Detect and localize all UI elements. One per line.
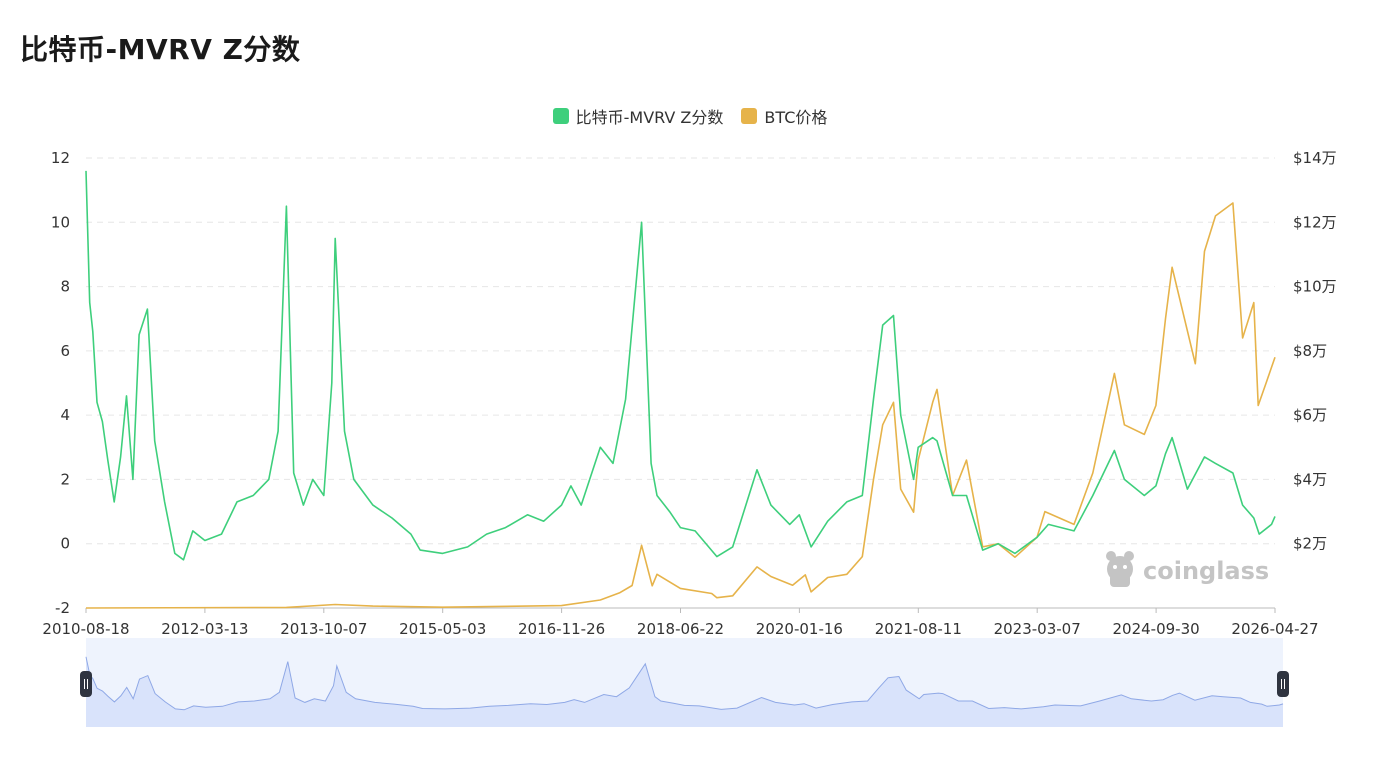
x-tick-label: 2020-01-16 <box>756 620 843 638</box>
x-axis: 2010-08-18 2012-03-13 2013-10-07 2015-05-03… <box>42 607 1319 638</box>
y-right-tick-label: $10万 <box>1293 278 1337 296</box>
x-tick-label: 2023-03-07 <box>994 620 1081 638</box>
y-left-tick-label: -2 <box>55 599 70 617</box>
legend-item-z-score[interactable]: 比特币-MVRV Z分数 <box>552 104 724 128</box>
legend-label-btc-price: BTC价格 <box>764 108 828 127</box>
y-left-tick-label: 4 <box>60 406 70 424</box>
x-tick-label: 2024-09-30 <box>1113 620 1200 638</box>
z-score-series <box>85 170 1276 561</box>
x-tick-label: 2013-10-07 <box>280 620 367 638</box>
y-axis-left: -2 0 2 4 6 8 10 12 <box>51 149 70 617</box>
x-tick-label: 2010-08-18 <box>42 620 129 638</box>
page-title: 比特币-MVRV Z分数 <box>20 33 301 66</box>
time-navigator[interactable] <box>80 638 1289 727</box>
chart-legend: 比特币-MVRV Z分数 BTC价格 <box>0 104 1380 128</box>
navigator-line <box>85 656 1284 711</box>
y-right-tick-label: $6万 <box>1293 406 1327 424</box>
x-tick-label: 2016-11-26 <box>518 620 605 638</box>
y-right-tick-label: $2万 <box>1293 535 1327 553</box>
navigator-handle-right[interactable] <box>1277 671 1289 697</box>
z-score-line <box>85 170 1276 561</box>
x-tick-label: 2012-03-13 <box>161 620 248 638</box>
legend-item-btc-price[interactable]: BTC价格 <box>741 104 827 128</box>
y-right-tick-label: $8万 <box>1293 342 1327 360</box>
x-tick-label: 2015-05-03 <box>399 620 486 638</box>
handle-grip-icon <box>1277 671 1289 697</box>
x-tick-label: 2018-06-22 <box>637 620 724 638</box>
handle-grip-icon <box>80 671 92 697</box>
y-left-tick-label: 12 <box>51 149 70 167</box>
legend-swatch-btc-price <box>741 108 758 124</box>
navigator-area <box>86 656 1283 727</box>
navigator-handle-left[interactable] <box>80 671 92 697</box>
y-left-tick-label: 2 <box>60 470 70 488</box>
x-tick-label: 2021-08-11 <box>875 620 962 638</box>
y-left-tick-label: 0 <box>60 535 70 553</box>
coinglass-logo-icon <box>1106 551 1134 587</box>
y-axis-right: $2万 $4万 $6万 $8万 $10万 $12万 $14万 <box>1293 149 1337 553</box>
coinglass-watermark: coinglass <box>1106 551 1269 587</box>
y-right-tick-label: $14万 <box>1293 149 1337 167</box>
legend-label-z-score: 比特币-MVRV Z分数 <box>575 108 724 127</box>
legend-swatch-z-score <box>552 108 569 124</box>
y-right-tick-label: $4万 <box>1293 470 1327 488</box>
btc-price-line <box>85 202 1276 609</box>
y-left-tick-label: 6 <box>60 342 70 360</box>
btc-price-series <box>85 202 1276 609</box>
x-tick-label: 2026-04-27 <box>1231 620 1318 638</box>
watermark-text: coinglass <box>1143 557 1269 585</box>
y-left-tick-label: 8 <box>60 278 70 296</box>
y-left-tick-label: 10 <box>51 213 70 231</box>
y-right-tick-label: $12万 <box>1293 213 1337 231</box>
